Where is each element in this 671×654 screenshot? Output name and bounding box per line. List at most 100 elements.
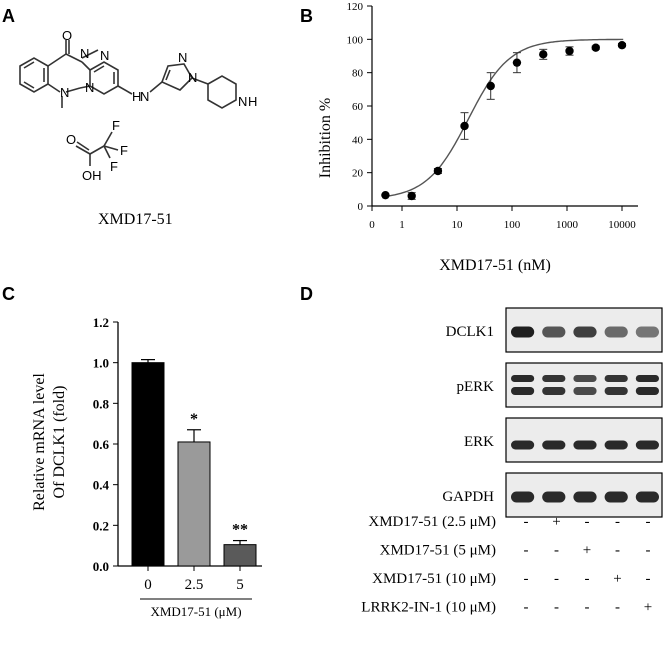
panel-c-letter: C	[2, 284, 15, 304]
chart-b-marker	[407, 191, 416, 201]
chart-c-significance: *	[190, 411, 198, 428]
atom-n-methyl: N	[60, 85, 69, 100]
chart-b-point	[591, 43, 600, 52]
structure-atom-labels: O N N N N H N N N N H F F F O OH	[60, 28, 257, 183]
atom-n-pyrazole-2: N	[188, 70, 197, 85]
treatment-sign: -	[646, 543, 651, 559]
chart-b-point	[486, 72, 495, 100]
blot-band	[635, 375, 659, 382]
chart-b-point	[460, 112, 469, 140]
chart-b-xlabel: XMD17-51 (nM)	[439, 257, 551, 274]
chart-b-ytick-label: 0	[358, 201, 364, 213]
chart-c-bar-group: 0	[131, 359, 165, 593]
blot-erk: ERK	[464, 417, 663, 463]
treatment-sign: -	[615, 514, 620, 530]
blot-band	[573, 326, 597, 338]
chart-b-ytick-label: 120	[347, 1, 364, 13]
chart-b-point	[512, 52, 522, 74]
blot-band	[511, 326, 535, 338]
treatment-sign: -	[585, 600, 590, 616]
blot-band	[635, 491, 659, 503]
treatment-label: XMD17-51 (10 μM)	[372, 571, 496, 587]
atom-carbonyl-o: O	[62, 28, 72, 43]
chart-b-marker	[539, 50, 548, 59]
blot-band	[573, 491, 597, 503]
chart-c-ytick-label: 1.2	[93, 315, 109, 330]
chart-b-ytick-label: 80	[352, 68, 364, 80]
blot-band	[573, 387, 597, 395]
treatment-sign: +	[552, 514, 560, 530]
chart-b-point	[565, 46, 574, 56]
chart-c-bar-group: * 2.5	[177, 411, 211, 593]
atom-acid-oh: OH	[82, 168, 102, 183]
treatment-sign: -	[615, 543, 620, 559]
blot-band	[573, 440, 597, 450]
chart-c-category-label: 0	[144, 577, 152, 593]
treatment-sign: -	[646, 571, 651, 587]
blot-frame	[505, 362, 663, 408]
chart-c-ytick-label: 0.4	[93, 478, 110, 493]
chart-c-ytick-label: 0.0	[93, 559, 109, 574]
blot-band	[542, 326, 566, 338]
chart-c-bar	[177, 441, 211, 567]
atom-h-piperidine: H	[248, 94, 257, 109]
blot-label: ERK	[464, 434, 494, 450]
treatment-row: XMD17-51 (2.5 μM) - + - - -	[368, 514, 650, 530]
chart-b-xtick-label: 1000	[556, 219, 579, 231]
atom-f-1: F	[112, 118, 120, 133]
treatment-sign: -	[554, 571, 559, 587]
treatment-row: XMD17-51 (10 μM) - - - + -	[372, 571, 650, 587]
treatment-sign: -	[524, 571, 529, 587]
blot-band	[511, 375, 535, 382]
chart-b-ytick-label: 40	[352, 134, 364, 146]
blot-band	[542, 387, 566, 395]
panel-b: B 0 20 40 60 80 100 120 0 1 10 100 1000 10000 Inhibi…	[300, 1, 638, 274]
blot-band	[604, 375, 628, 382]
treatment-sign: -	[524, 514, 529, 530]
treatment-table: XMD17-51 (2.5 μM) - + - - - XMD17-51 (5 μM) - - +…	[361, 514, 652, 616]
treatment-sign: +	[644, 600, 652, 616]
chart-b-marker	[381, 190, 390, 200]
treatment-row: XMD17-51 (5 μM) - - + - -	[380, 543, 651, 559]
chart-c-ylabel-line2: Of DCLK1 (fold)	[51, 386, 68, 499]
chart-b-xtick-label: 0	[369, 219, 375, 231]
chart-b-ylabel: Inhibition %	[317, 98, 334, 178]
treatment-sign: -	[585, 571, 590, 587]
atom-n-piperidine: N	[238, 94, 247, 109]
chart-c-ylabel-line1: Relative mRNA level	[31, 373, 48, 511]
treatment-label: LRRK2-IN-1 (10 μM)	[361, 600, 496, 616]
compound-name: XMD17-51	[98, 211, 173, 228]
chart-c-significance: **	[232, 522, 248, 539]
treatment-sign: -	[524, 600, 529, 616]
treatment-sign: -	[585, 514, 590, 530]
western-blots: DCLK1 pERK ERK GAPDH	[442, 307, 663, 518]
chart-c-bar	[131, 362, 165, 567]
treatment-label: XMD17-51 (5 μM)	[380, 543, 496, 559]
blot-perk: pERK	[457, 362, 663, 408]
chart-b-marker	[565, 46, 574, 56]
blot-band	[511, 387, 535, 395]
panel-d-letter: D	[300, 284, 313, 304]
chart-b-xtick-label: 1	[399, 219, 405, 231]
pyrazole-ring	[160, 63, 193, 91]
blot-band	[542, 375, 566, 382]
chart-c-bar	[223, 544, 257, 567]
atom-f-2: F	[120, 143, 128, 158]
chart-b-fit-curve	[382, 38, 624, 198]
blot-dclk1: DCLK1	[446, 307, 663, 353]
chart-b-marker	[591, 43, 600, 52]
treatment-sign: +	[583, 543, 591, 559]
chart-b-ytick-label: 60	[352, 101, 364, 113]
blot-band	[604, 440, 628, 450]
chart-b-ytick-label: 20	[352, 168, 364, 180]
blot-band	[542, 440, 566, 450]
chart-b-marker	[433, 166, 443, 176]
chart-c-ytick-label: 0.6	[93, 437, 110, 452]
blot-band	[511, 440, 535, 450]
chart-b-marker	[617, 40, 627, 50]
blot-band	[604, 326, 628, 338]
treatment-label: XMD17-51 (2.5 μM)	[368, 514, 496, 530]
blot-label: DCLK1	[446, 324, 494, 340]
atom-n-pyrazole-1: N	[178, 50, 187, 65]
dose-response-chart: 0 20 40 60 80 100 120 0 1 10 100 1000 10000	[347, 1, 638, 231]
